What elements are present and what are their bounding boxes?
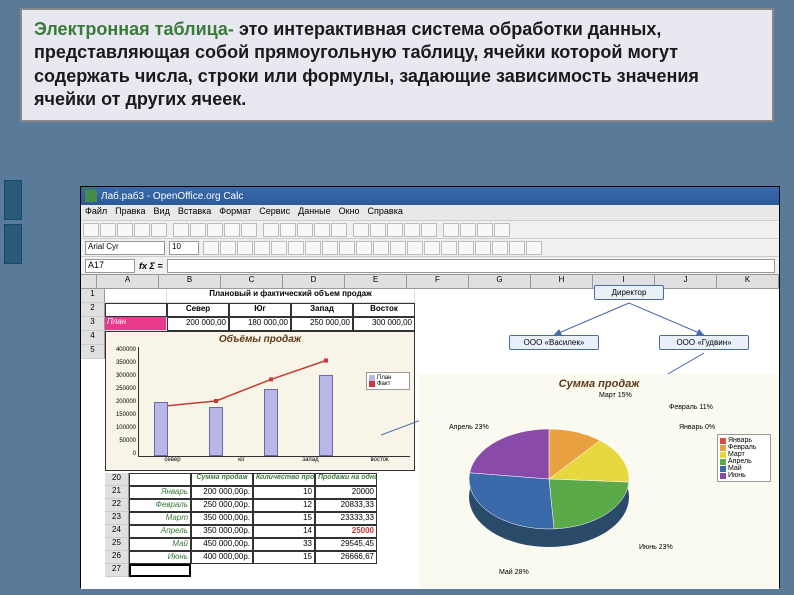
side-tabs (4, 180, 22, 268)
format-button[interactable] (475, 241, 491, 255)
format-button[interactable] (288, 241, 304, 255)
menu-item[interactable]: Окно (339, 206, 360, 216)
format-button[interactable] (356, 241, 372, 255)
plot-area (138, 347, 410, 457)
bar (264, 389, 278, 457)
toolbar-button[interactable] (263, 223, 279, 237)
format-button[interactable] (526, 241, 542, 255)
toolbar-button[interactable] (314, 223, 330, 237)
format-button[interactable] (492, 241, 508, 255)
toolbar-button[interactable] (370, 223, 386, 237)
format-button[interactable] (203, 241, 219, 255)
menu-item[interactable]: Вид (154, 206, 170, 216)
side-tab[interactable] (4, 224, 22, 264)
format-button[interactable] (271, 241, 287, 255)
format-button[interactable] (424, 241, 440, 255)
pie-slice (470, 429, 549, 479)
cell-reference[interactable]: A17 (85, 259, 135, 273)
toolbar-button[interactable] (387, 223, 403, 237)
spreadsheet-window: Лаб.раб3 - OpenOffice.org Calc Файл Правк… (80, 186, 780, 588)
toolbar-button[interactable] (173, 223, 189, 237)
sheet-area[interactable]: ABCDEFGHIJK 1Плановый и фактический объе… (81, 275, 779, 589)
definition-box: Электронная таблица- это интерактивная с… (20, 8, 774, 122)
size-select[interactable]: 10 (169, 241, 199, 255)
window-title: Лаб.раб3 - OpenOffice.org Calc (101, 191, 243, 202)
bar (319, 375, 333, 456)
formula-input[interactable] (167, 259, 775, 273)
titlebar: Лаб.раб3 - OpenOffice.org Calc (81, 187, 779, 205)
y-axis: 4000003500003000002500002000001500001000… (106, 347, 138, 457)
summary-table: 20Сумма продажКоличество продавцовПродаж… (105, 473, 377, 577)
toolbar-button[interactable] (460, 223, 476, 237)
format-button[interactable] (254, 241, 270, 255)
toolbar-button[interactable] (190, 223, 206, 237)
app-icon (85, 190, 97, 202)
pie-label: Январь 0% (679, 424, 715, 431)
toolbar-button[interactable] (83, 223, 99, 237)
toolbar-button[interactable] (207, 223, 223, 237)
pie-legend: ЯнварьФевральМартАпрельМайИюнь (717, 434, 771, 482)
pie-chart: Сумма продаж ЯнварьФевральМартАпрельМайИ… (419, 374, 779, 589)
pie-label: Май 28% (499, 569, 529, 576)
fx-label[interactable]: fx Σ = (139, 261, 163, 271)
toolbar-button[interactable] (421, 223, 437, 237)
x-axis: северюгзападвосток (138, 457, 414, 463)
format-button[interactable] (407, 241, 423, 255)
format-button[interactable] (322, 241, 338, 255)
menu-item[interactable]: Правка (115, 206, 145, 216)
toolbar-button[interactable] (280, 223, 296, 237)
toolbar-button[interactable] (443, 223, 459, 237)
bar (154, 402, 168, 456)
bar-chart: Объёмы продаж 40000035000030000025000020… (105, 331, 415, 471)
term: Электронная таблица- (34, 19, 234, 39)
toolbar-button[interactable] (494, 223, 510, 237)
toolbar-button[interactable] (331, 223, 347, 237)
menu-item[interactable]: Справка (368, 206, 403, 216)
toolbar-format: Arial Cyr 10 (81, 239, 779, 257)
toolbar-button[interactable] (297, 223, 313, 237)
toolbar-button[interactable] (241, 223, 257, 237)
col-header[interactable]: B (159, 275, 221, 288)
format-button[interactable] (373, 241, 389, 255)
col-header[interactable]: E (345, 275, 407, 288)
col-header[interactable]: F (407, 275, 469, 288)
pie-label: Март 15% (599, 392, 632, 399)
menu-item[interactable]: Данные (298, 206, 331, 216)
pie-title: Сумма продаж (419, 374, 779, 394)
toolbar-button[interactable] (151, 223, 167, 237)
format-button[interactable] (509, 241, 525, 255)
formula-bar: A17 fx Σ = (81, 257, 779, 275)
menubar[interactable]: Файл Правка Вид Вставка Формат Сервис Данные Ок… (81, 205, 779, 221)
format-button[interactable] (220, 241, 236, 255)
menu-item[interactable]: Сервис (259, 206, 290, 216)
toolbar-button[interactable] (477, 223, 493, 237)
format-button[interactable] (390, 241, 406, 255)
col-header[interactable]: D (283, 275, 345, 288)
toolbar-button[interactable] (134, 223, 150, 237)
format-button[interactable] (339, 241, 355, 255)
toolbar-button[interactable] (404, 223, 420, 237)
toolbar-button[interactable] (224, 223, 240, 237)
toolbar-main (81, 221, 779, 239)
pie-label: Февраль 11% (669, 404, 713, 411)
toolbar-button[interactable] (100, 223, 116, 237)
menu-item[interactable]: Формат (219, 206, 251, 216)
menu-item[interactable]: Вставка (178, 206, 211, 216)
chart-title: Объёмы продаж (106, 332, 414, 347)
col-header[interactable]: C (221, 275, 283, 288)
toolbar-button[interactable] (117, 223, 133, 237)
font-select[interactable]: Arial Cyr (85, 241, 165, 255)
format-button[interactable] (305, 241, 321, 255)
toolbar-button[interactable] (353, 223, 369, 237)
side-tab[interactable] (4, 180, 22, 220)
chart-legend: ПланФакт (366, 372, 410, 390)
pie-label: Июнь 23% (639, 544, 673, 551)
pie-label: Апрель 23% (449, 424, 489, 431)
menu-item[interactable]: Файл (85, 206, 107, 216)
bar (209, 407, 223, 456)
format-button[interactable] (441, 241, 457, 255)
format-button[interactable] (237, 241, 253, 255)
col-header[interactable]: A (97, 275, 159, 288)
format-button[interactable] (458, 241, 474, 255)
